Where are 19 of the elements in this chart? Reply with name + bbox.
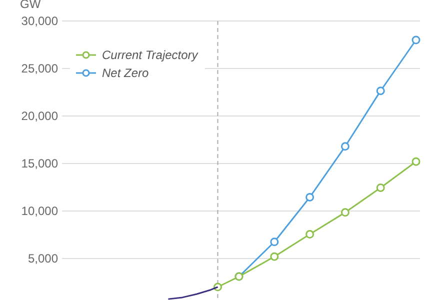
point (270, 252, 279, 261)
point (376, 183, 385, 192)
y-tick-label: 25,000 (21, 62, 58, 76)
point (412, 157, 420, 166)
point (306, 192, 314, 202)
y-tick-label: 20,000 (21, 109, 58, 124)
point (340, 208, 350, 217)
point (306, 230, 314, 239)
y-axis-title: GW (20, 0, 42, 12)
point (270, 238, 279, 246)
point (340, 142, 350, 151)
y-tick-label: 5,000 (28, 252, 58, 266)
point (376, 86, 385, 96)
y-tick-label: 10,000 (21, 204, 58, 218)
y-tick-label: 30,000 (21, 14, 58, 28)
point (412, 36, 420, 44)
legend-label: Net Zero (102, 66, 150, 80)
y-tick-label: 15,000 (21, 156, 58, 171)
legend-label: Current Trajectory (102, 48, 199, 62)
